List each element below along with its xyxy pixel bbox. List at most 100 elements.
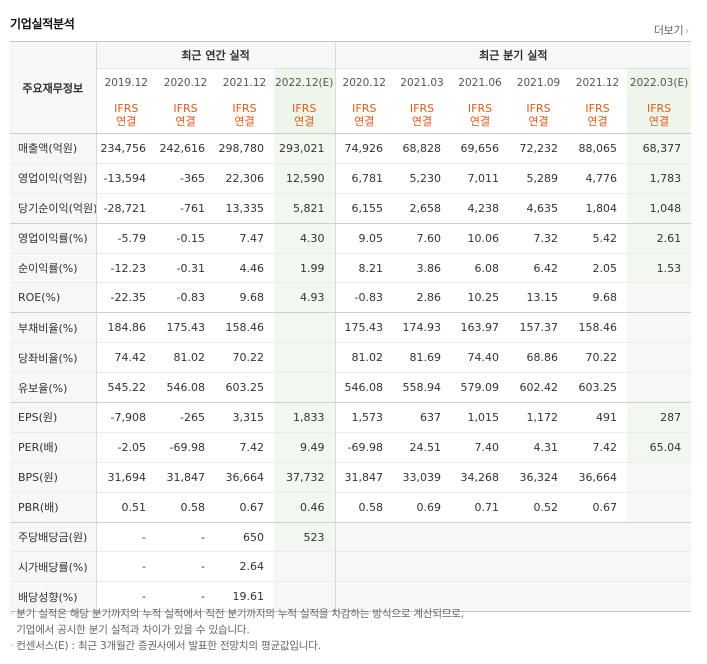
table-cell bbox=[451, 551, 510, 582]
table-cell: - bbox=[96, 521, 156, 552]
consolidated-label: 연결 bbox=[116, 114, 137, 128]
consolidated-label: 연결 bbox=[234, 114, 255, 128]
table-cell bbox=[568, 581, 628, 613]
table-cell: 9.68 bbox=[215, 282, 274, 313]
period-header: 2019.12 bbox=[96, 68, 156, 96]
table-cell bbox=[627, 551, 692, 582]
table-row: 영업이익률(%) -5.79 -0.15 7.47 4.30 9.05 7.60 10.06 7… bbox=[10, 222, 692, 254]
table-cell: 4.93 bbox=[274, 282, 336, 313]
table-cell: 2,658 bbox=[393, 192, 452, 224]
table-cell: 74.40 bbox=[451, 342, 510, 373]
table-cell: 70.22 bbox=[215, 342, 274, 373]
table-cell: 158.46 bbox=[568, 312, 628, 343]
table-row: 유보율(%) 545.22 546.08 603.25 546.08 558.94 579.… bbox=[10, 372, 692, 403]
table-row: 매출액(억원) 234,756 242,616 298,780 293,021 74,92… bbox=[10, 133, 692, 164]
table-cell: 2.05 bbox=[568, 252, 628, 283]
accounting-standard: IFRS 연결 bbox=[509, 96, 569, 134]
table-cell: -5.79 bbox=[96, 222, 156, 254]
period-header: 2022.03(E) bbox=[627, 68, 692, 96]
table-cell: 7.42 bbox=[568, 431, 628, 463]
table-cell bbox=[274, 581, 336, 613]
footnote: · 컨센서스(E) : 최근 3개월간 증권사에서 발표한 전망치의 평균값입니… bbox=[10, 640, 321, 652]
table-cell: -7,908 bbox=[96, 402, 156, 433]
table-cell: 81.69 bbox=[393, 342, 452, 373]
table-cell: -0.83 bbox=[156, 282, 215, 313]
table-cell: 6.08 bbox=[451, 252, 510, 283]
row-label: PER(배) bbox=[10, 431, 97, 463]
accounting-standard: IFRS 연결 bbox=[568, 96, 628, 134]
ifrs-label: IFRS bbox=[232, 101, 257, 115]
table-cell bbox=[393, 551, 452, 582]
table-cell bbox=[627, 342, 692, 373]
ifrs-label: IFRS bbox=[467, 101, 493, 115]
table-cell: -69.98 bbox=[335, 431, 394, 463]
more-label[interactable]: 더보기 bbox=[653, 24, 684, 37]
table-row: 시가배당률(%) - -2.64 bbox=[10, 551, 692, 582]
table-cell: 0.71 bbox=[451, 491, 510, 523]
section-title: 기업실적분석 bbox=[10, 17, 75, 31]
table-cell: 31,847 bbox=[335, 461, 394, 493]
ifrs-label: IFRS bbox=[352, 101, 377, 115]
table-cell bbox=[335, 551, 394, 582]
row-label: 배당성향(%) bbox=[10, 581, 97, 613]
table-cell: 12,590 bbox=[274, 162, 336, 194]
table-cell: 1,015 bbox=[451, 402, 510, 433]
table-cell: -365 bbox=[156, 162, 215, 194]
chevron-right-icon: › bbox=[685, 26, 689, 37]
table-cell: 558.94 bbox=[393, 372, 452, 403]
table-cell: 491 bbox=[568, 402, 628, 433]
table-row: 영업이익(억원) -13,594 -365 22,306 12,590 6,781 5,23… bbox=[10, 162, 692, 194]
table-cell: 603.25 bbox=[568, 372, 628, 403]
table-cell: 0.46 bbox=[274, 491, 336, 523]
table-cell: 1,573 bbox=[335, 402, 394, 433]
table-row: 배당성향(%) - -19.61 bbox=[10, 581, 692, 613]
table-cell bbox=[627, 581, 692, 613]
table-cell bbox=[627, 491, 692, 523]
consolidated-label: 연결 bbox=[411, 114, 433, 128]
table-cell: 74,926 bbox=[335, 133, 394, 164]
period-header: 2020.12 bbox=[335, 68, 394, 96]
more-link[interactable]: 더보기 › bbox=[654, 22, 689, 38]
table-cell bbox=[568, 521, 628, 552]
table-cell: 4.30 bbox=[274, 222, 336, 254]
table-cell: 6,155 bbox=[335, 192, 394, 224]
table-cell: 7.60 bbox=[393, 222, 452, 254]
table-cell: -28,721 bbox=[96, 192, 156, 224]
table-row: EPS(원) -7,908 -265 3,315 1,833 1,573 637 1,015 1… bbox=[10, 402, 692, 433]
table-cell: 7.42 bbox=[215, 431, 274, 463]
table-cell: 8.21 bbox=[335, 252, 394, 283]
table-cell: 0.67 bbox=[568, 491, 628, 523]
accounting-standard: IFRS 연결 bbox=[335, 96, 394, 134]
table-cell: 68.86 bbox=[509, 342, 569, 373]
table-cell: 1,048 bbox=[627, 192, 692, 224]
table-cell bbox=[274, 372, 336, 403]
table-cell: - bbox=[156, 521, 215, 552]
table-cell: 602.42 bbox=[509, 372, 569, 403]
table-cell: 24.51 bbox=[393, 431, 452, 463]
row-label: 영업이익률(%) bbox=[10, 222, 97, 254]
table-cell: 9.49 bbox=[274, 431, 336, 463]
table-cell: 1,833 bbox=[274, 402, 336, 433]
accounting-standard: IFRS 연결 bbox=[156, 96, 215, 134]
table-cell: -0.83 bbox=[335, 282, 394, 313]
table-cell bbox=[627, 521, 692, 552]
table-cell: 0.58 bbox=[335, 491, 394, 523]
table-cell: 242,616 bbox=[156, 133, 215, 164]
consolidated-label: 연결 bbox=[294, 114, 315, 128]
table-cell: -2.05 bbox=[96, 431, 156, 463]
quarter-group-header: 최근 분기 실적 bbox=[335, 41, 692, 69]
footnotes: · 분기 실적은 해당 분기까지의 누적 실적에서 직전 분기까지의 누적 실적… bbox=[10, 606, 464, 654]
accounting-standard: IFRS 연결 bbox=[451, 96, 510, 134]
standard-header-row: IFRS 연결 IFRS 연결 IFRS 연결 IFRS 연결 IFRS 연결 IFRS 연결 IFRS… bbox=[10, 96, 692, 134]
ifrs-label: IFRS bbox=[585, 101, 610, 115]
table-row: 당좌비율(%) 74.42 81.02 70.22 81.02 81.69 74.40 68.… bbox=[10, 342, 692, 373]
row-label: 순이익률(%) bbox=[10, 252, 97, 283]
table-cell: 298,780 bbox=[215, 133, 274, 164]
accounting-standard: IFRS 연결 bbox=[627, 96, 692, 134]
accounting-standard: IFRS 연결 bbox=[96, 96, 156, 134]
table-cell: 5,821 bbox=[274, 192, 336, 224]
table-cell: 9.05 bbox=[335, 222, 394, 254]
accounting-standard: IFRS 연결 bbox=[393, 96, 452, 134]
table-cell: 6.42 bbox=[509, 252, 569, 283]
period-header-row: 2019.12 2020.12 2021.12 2022.12(E) 2020.12 20… bbox=[10, 68, 692, 96]
